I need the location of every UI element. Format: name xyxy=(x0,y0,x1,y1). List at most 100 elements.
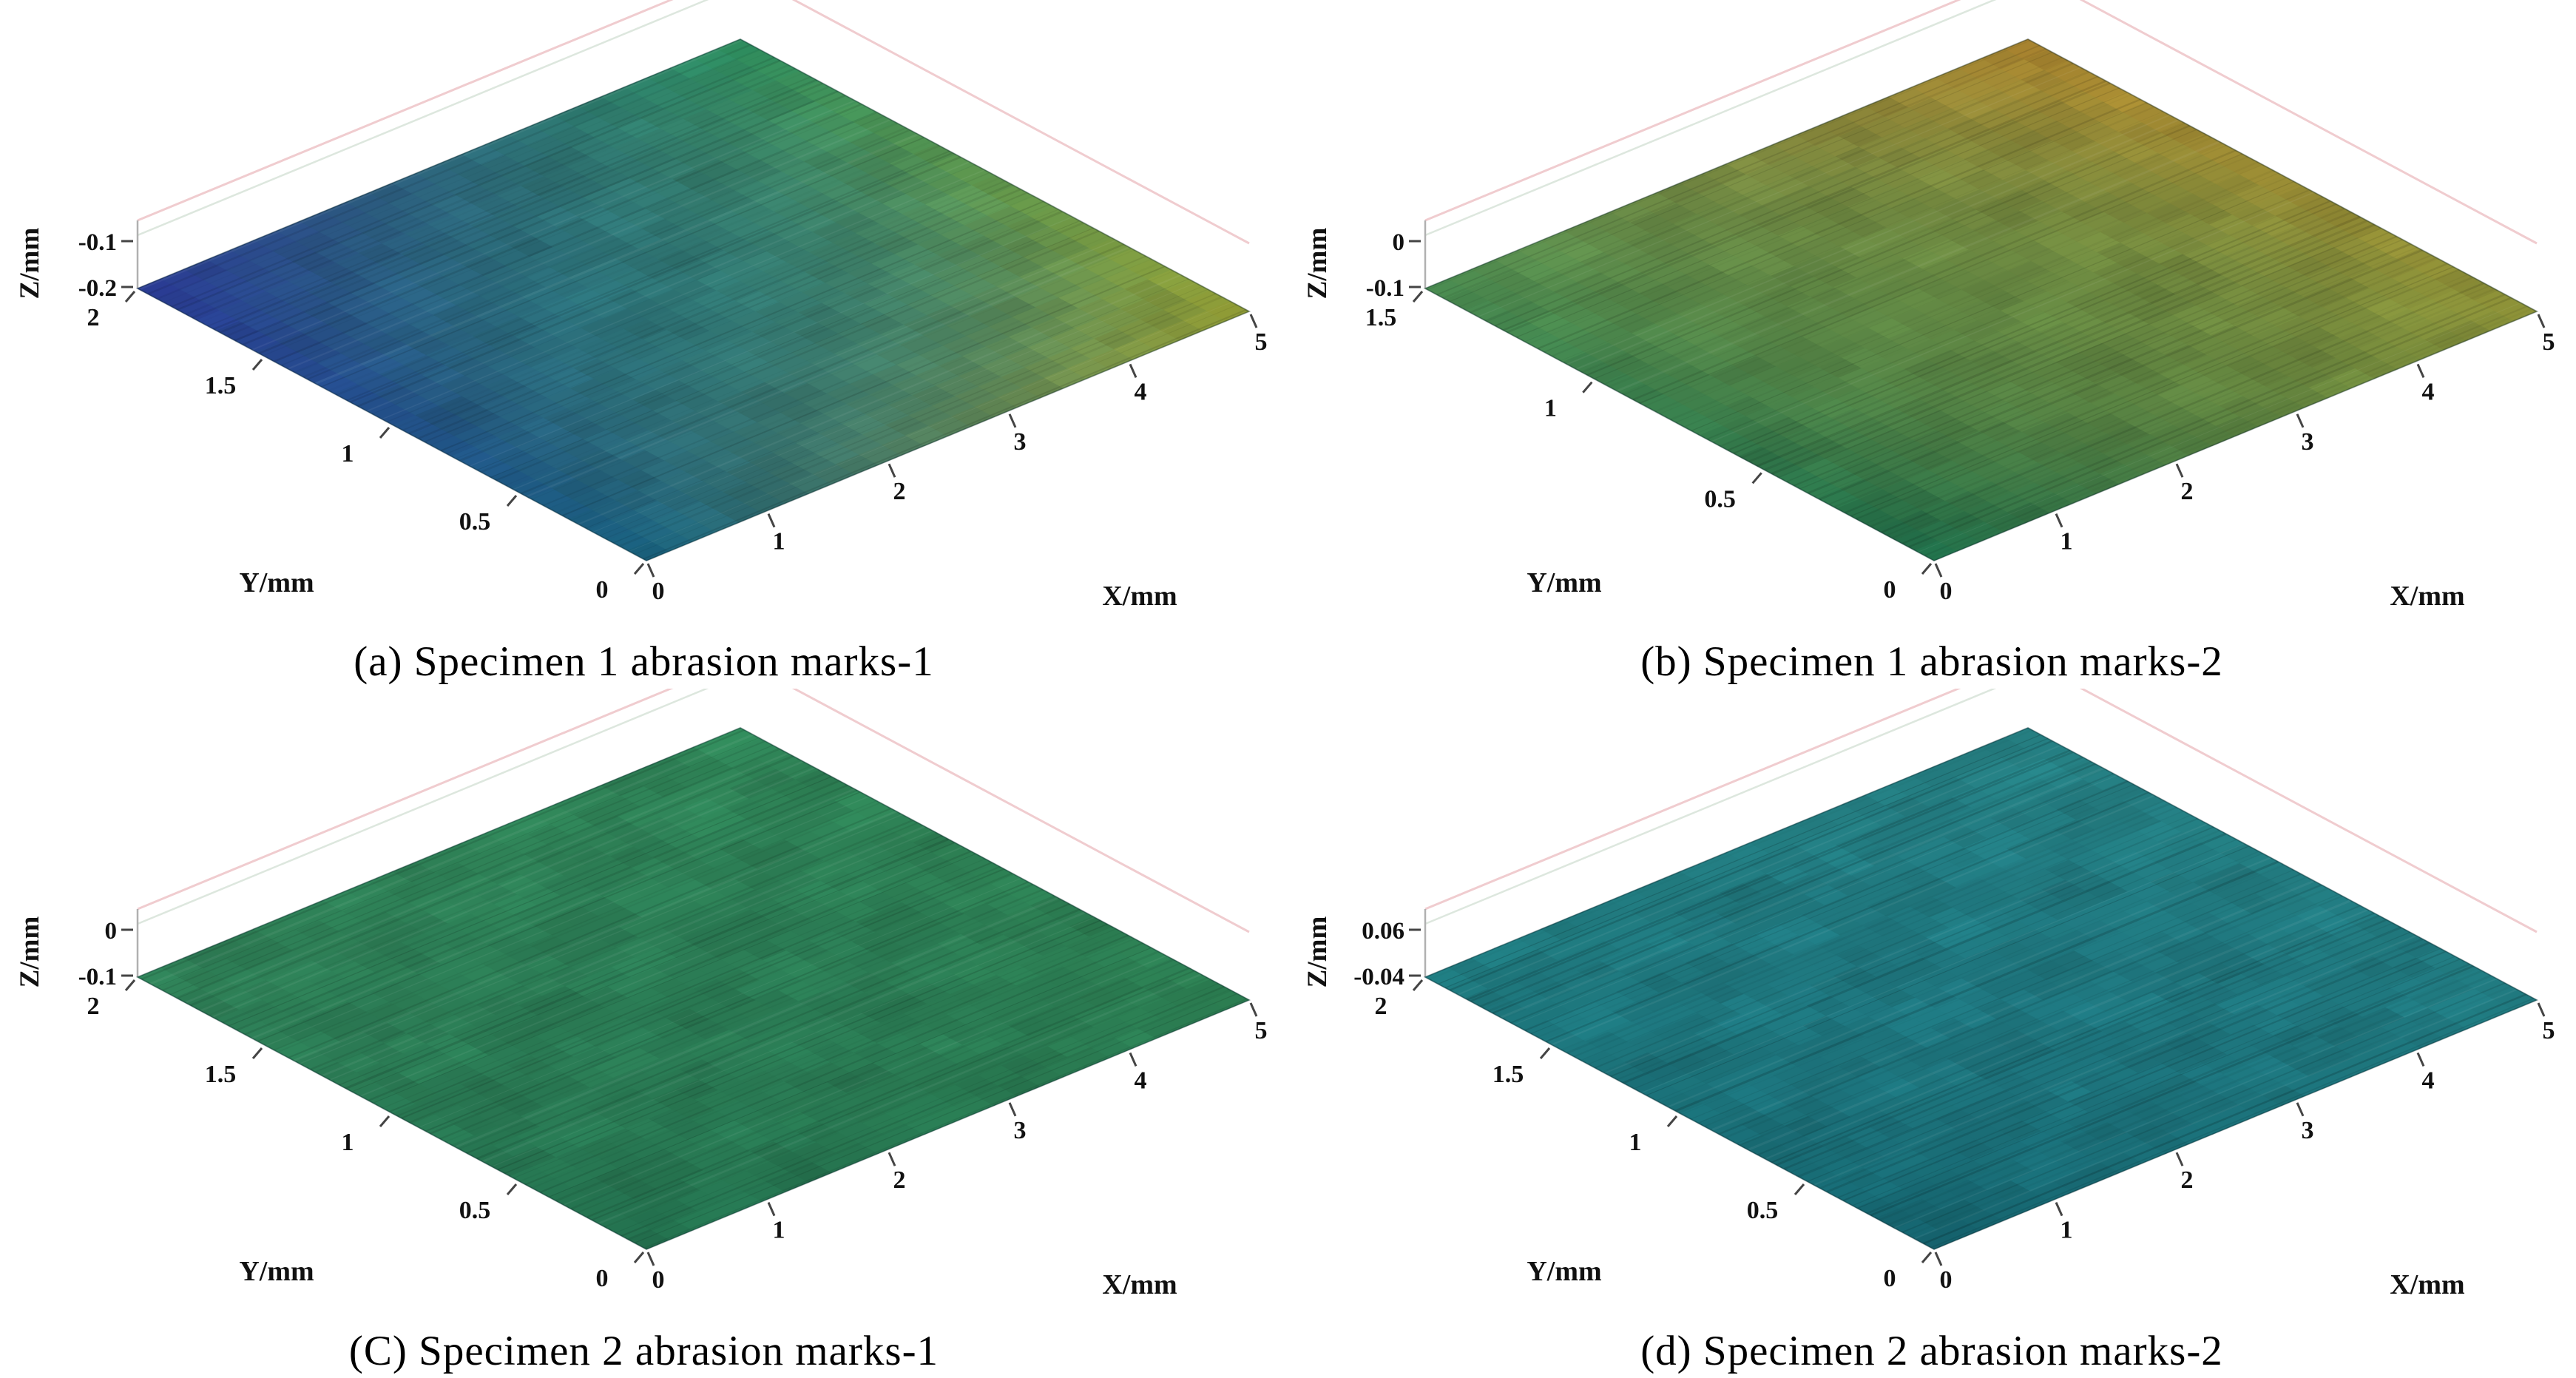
y-tick-label: 1.5 xyxy=(1365,304,1397,331)
pane-edges xyxy=(1424,689,2538,977)
y-tick-mark xyxy=(251,359,263,371)
x-tick-mark xyxy=(767,1201,776,1217)
z-tick-label: -0.1 xyxy=(78,964,117,990)
z-tick-label: 0 xyxy=(1393,229,1405,256)
x-tick-label: 0 xyxy=(652,1266,665,1294)
x-tick-label: 1 xyxy=(2061,1217,2073,1244)
surface-plot-a: 0 1 2 3 4 5 0 0.5 1 1.5 2 -0.1 -0.2 Y/mm X/mm Z/mm xyxy=(15,0,1268,612)
y-axis-label: Y/mm xyxy=(239,1256,314,1287)
axes: 0 1 2 3 4 5 0 0.5 1 1.5 2 -0.1 -0.2 Y/mm X/mm Z/mm xyxy=(15,228,1268,612)
x-tick-mark xyxy=(1129,1052,1137,1067)
x-tick-label: 2 xyxy=(893,478,906,505)
z-axis-label: Z/mm xyxy=(15,916,45,988)
x-tick-label: 1 xyxy=(2061,528,2073,555)
x-tick-mark xyxy=(1249,1002,1258,1017)
y-tick-mark xyxy=(124,979,136,991)
pane-edges xyxy=(136,0,1250,288)
z-axis-label: Z/mm xyxy=(1302,228,1333,300)
y-tick-label: 1.5 xyxy=(1492,1061,1524,1088)
x-axis-label: X/mm xyxy=(2390,581,2464,612)
x-tick-mark xyxy=(2055,513,2063,528)
x-tick-label: 3 xyxy=(2302,1117,2314,1144)
x-tick-mark xyxy=(646,1252,655,1266)
y-tick-mark xyxy=(124,291,136,303)
y-tick-label: 2 xyxy=(87,993,100,1020)
x-tick-mark xyxy=(646,563,655,578)
y-axis-label: Y/mm xyxy=(239,567,314,598)
surface-plot-c: 0 1 2 3 4 5 0 0.5 1 1.5 2 0 -0.1 Y/mm X/mm Z/mm xyxy=(15,689,1268,1300)
z-tick-label: -0.04 xyxy=(1353,964,1404,990)
y-tick-label: 0 xyxy=(1884,576,1896,604)
axes: 0 1 2 3 4 5 0 0.5 1 1.5 2 0.06 -0.04 Y/mm X/mm Z/mm xyxy=(1302,916,2555,1300)
y-tick-label: 0.5 xyxy=(459,1197,491,1224)
y-axis-label: Y/mm xyxy=(1527,567,1601,598)
x-axis-label: X/mm xyxy=(2390,1269,2464,1300)
surface-outline xyxy=(1423,38,2539,562)
x-tick-label: 1 xyxy=(773,1217,785,1244)
surface-mesh xyxy=(1424,727,2538,1250)
x-tick-label: 5 xyxy=(1255,1017,1268,1044)
y-tick-mark xyxy=(1412,979,1424,991)
x-tick-mark xyxy=(888,1152,896,1166)
y-axis-label: Y/mm xyxy=(1527,1256,1601,1287)
x-tick-mark xyxy=(767,513,776,528)
y-tick-mark xyxy=(506,495,518,507)
z-tick-label: -0.1 xyxy=(1366,275,1404,302)
z-axis-label: Z/mm xyxy=(15,228,45,300)
x-tick-label: 5 xyxy=(2543,1017,2555,1044)
surface-mesh xyxy=(137,38,1250,561)
pane-edges xyxy=(1424,0,2538,288)
caption-a: (a) Specimen 1 abrasion marks-1 xyxy=(354,638,934,685)
axes: 0 1 2 3 4 5 0 0.5 1 1.5 0 -0.1 Y/mm X/mm Z/mm xyxy=(1302,228,2555,612)
y-tick-mark xyxy=(1921,563,1933,575)
y-tick-label: 0.5 xyxy=(1704,485,1736,513)
y-tick-mark xyxy=(1539,1047,1551,1059)
z-axis-label: Z/mm xyxy=(1302,916,1333,988)
caption-d: (d) Specimen 2 abrasion marks-2 xyxy=(1640,1328,2223,1374)
x-tick-label: 2 xyxy=(893,1166,906,1194)
x-tick-mark xyxy=(1934,1252,1943,1266)
y-tick-label: 1.5 xyxy=(205,372,237,399)
y-tick-mark xyxy=(379,427,391,439)
y-tick-label: 0.5 xyxy=(1747,1197,1779,1224)
x-tick-mark xyxy=(2296,413,2305,428)
x-tick-mark xyxy=(2296,1102,2305,1117)
y-tick-mark xyxy=(506,1183,518,1195)
subplot-b: 0 1 2 3 4 5 0 0.5 1 1.5 0 -0.1 Y/mm X/mm Z/mm (b) Spec… xyxy=(1288,0,2576,689)
x-tick-label: 0 xyxy=(652,578,665,605)
x-tick-label: 4 xyxy=(1135,1067,1147,1094)
surface-mesh xyxy=(1424,38,2538,561)
caption-b: (b) Specimen 1 abrasion marks-2 xyxy=(1640,638,2223,685)
x-tick-label: 4 xyxy=(2422,378,2435,405)
x-tick-mark xyxy=(2416,363,2425,379)
surface-plot-d: 0 1 2 3 4 5 0 0.5 1 1.5 2 0.06 -0.04 Y/mm X/mm Z/mm xyxy=(1302,689,2555,1300)
x-tick-label: 3 xyxy=(1014,1117,1027,1144)
y-tick-mark xyxy=(1921,1252,1933,1263)
x-tick-mark xyxy=(2537,1002,2546,1017)
x-tick-mark xyxy=(1008,413,1017,428)
z-tick-label: 0.06 xyxy=(1362,918,1404,945)
x-tick-mark xyxy=(1008,1102,1017,1117)
y-tick-label: 0 xyxy=(1884,1265,1896,1292)
y-tick-mark xyxy=(1582,381,1593,394)
abrasion-streaks xyxy=(1438,734,2535,1249)
x-tick-label: 2 xyxy=(2181,478,2194,505)
x-tick-mark xyxy=(2416,1052,2425,1067)
x-tick-mark xyxy=(1249,314,1258,328)
y-tick-label: 0.5 xyxy=(459,508,491,536)
surface-outline xyxy=(135,726,1251,1251)
subplot-c: 0 1 2 3 4 5 0 0.5 1 1.5 2 0 -0.1 Y/mm X/mm Z/mm (C) Spe… xyxy=(0,689,1288,1378)
abrasion-streaks xyxy=(138,39,1247,560)
x-tick-label: 2 xyxy=(2181,1166,2194,1194)
z-tick-label: -0.2 xyxy=(78,275,117,302)
x-tick-mark xyxy=(2055,1201,2063,1217)
y-tick-mark xyxy=(1666,1115,1678,1127)
x-tick-mark xyxy=(888,463,896,478)
x-tick-label: 4 xyxy=(1135,378,1147,405)
y-tick-label: 1.5 xyxy=(205,1061,237,1088)
x-tick-mark xyxy=(2175,1152,2184,1166)
y-tick-mark xyxy=(1751,472,1762,484)
y-tick-mark xyxy=(379,1115,391,1127)
abrasion-streaks xyxy=(141,729,1248,1249)
